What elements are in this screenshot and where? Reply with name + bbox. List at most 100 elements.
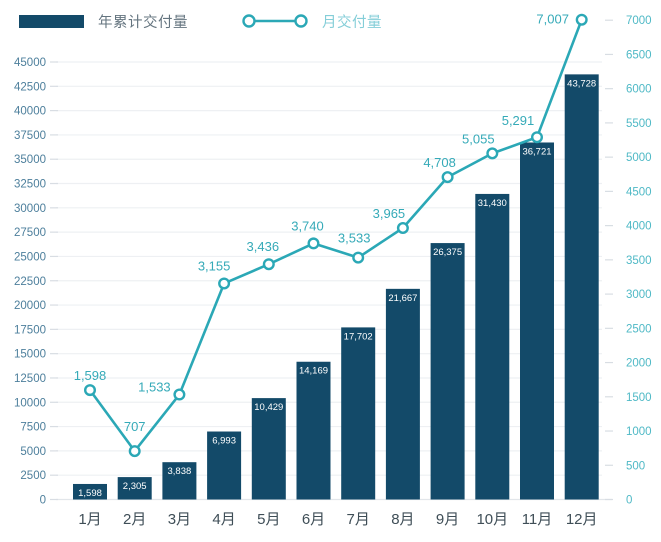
line-value-label: 5,055 [462,131,495,146]
right-axis-tick-label: 5000 [626,152,652,164]
x-axis-label: 5月 [257,511,280,528]
line-value-label: 1,533 [138,380,171,395]
left-axis-tick-label: 17500 [14,324,46,336]
x-axis-label: 7月 [347,511,370,528]
left-axis-tick-label: 7500 [20,422,46,434]
line-value-label: 707 [124,419,146,434]
right-axis-tick-label: 5500 [626,118,652,130]
legend-item-monthly: 月交付量 [240,10,382,32]
left-axis-tick-label: 2500 [20,470,46,482]
bar [520,142,554,500]
line-point [307,237,320,250]
left-axis-tick-label: 30000 [14,203,46,215]
left-axis-tick-label: 10000 [14,397,46,409]
bar-value-label: 10,429 [254,402,283,413]
right-axis-tick-label: 3500 [626,255,652,267]
line-point [352,251,365,264]
line-point [396,222,409,235]
bar [207,431,242,500]
bar-value-label: 2,305 [123,481,147,492]
x-axis-label: 12月 [566,511,598,528]
left-axis-tick-label: 40000 [14,106,46,118]
right-axis-tick-label: 1500 [626,392,652,404]
right-axis-tick-label: 0 [626,495,632,507]
right-axis-tick-label: 7000 [626,15,652,27]
right-axis-tick-label: 6000 [626,84,652,96]
right-axis-tick-label: 4500 [626,186,652,198]
line-point [83,384,96,397]
bar [564,74,599,500]
line-point [173,388,186,401]
x-axis-label: 10月 [476,511,508,528]
right-axis-tick-label: 2500 [626,323,652,335]
bar [162,462,197,500]
bar [117,477,152,500]
right-axis-tick-label: 4000 [626,221,652,233]
x-axis-label: 11月 [522,511,553,528]
left-axis-tick-label: 15000 [14,349,46,361]
right-axis-tick-label: 500 [626,460,645,472]
bar [296,361,331,500]
line-series [88,18,584,453]
bar-value-label: 1,598 [78,488,102,499]
bar-value-label: 36,721 [522,146,551,157]
x-axis-label: 8月 [391,511,414,528]
x-axis-label: 2月 [123,511,146,528]
x-axis-label: 4月 [212,511,235,528]
bar [475,193,510,500]
x-axis-label: 9月 [436,511,459,528]
left-axis-tick-label: 35000 [14,154,46,166]
left-axis-tick-label: 37500 [14,130,46,142]
bar-swatch-icon [19,15,84,28]
bar-value-label: 31,430 [478,198,507,209]
left-axis-tick-label: 22500 [14,276,46,288]
line-value-label: 3,155 [198,258,231,273]
right-axis-tick-label: 6500 [626,49,652,61]
bar-value-label: 6,993 [212,436,236,447]
line-point [486,147,499,160]
left-axis-tick-label: 32500 [14,179,46,191]
line-value-label: 4,708 [423,155,456,170]
x-axis-label: 1月 [78,511,101,528]
right-axis-tick-label: 3000 [626,289,652,301]
bar-value-label: 14,169 [299,366,328,377]
left-axis-tick-label: 25000 [14,251,46,263]
left-axis-tick-label: 27500 [14,227,46,239]
line-value-label: 5,291 [502,113,535,128]
left-axis-tick-label: 12500 [14,373,46,385]
left-axis-tick-label: 20000 [14,300,46,312]
bar-value-label: 43,728 [567,78,596,89]
line-swatch-icon [242,14,308,28]
bar-value-label: 3,838 [168,466,192,477]
line-value-label: 1,598 [74,368,107,383]
bar [251,398,286,500]
line-point [218,277,231,290]
right-axis-tick-label: 1000 [626,426,652,438]
bar [430,243,465,500]
bar [385,288,420,500]
line-value-label: 7,007 [536,12,569,27]
left-axis-tick-label: 0 [40,495,46,507]
bar-value-label: 26,375 [433,247,462,258]
legend-item-cumulative: 年累计交付量 [19,10,188,32]
bar-value-label: 17,702 [344,331,373,342]
legend: 年累计交付量 月交付量 [0,0,661,40]
legend-label-cumulative: 年累计交付量 [98,14,188,31]
right-axis-tick-label: 2000 [626,358,652,370]
left-axis-tick-label: 42500 [14,81,46,93]
line-point [262,258,275,271]
x-axis-label: 6月 [302,511,325,528]
left-axis-tick-label: 45000 [14,57,46,69]
line-value-label: 3,965 [373,206,406,221]
line-value-label: 3,436 [247,239,280,254]
bar [341,327,376,500]
line-value-label: 3,740 [291,218,324,233]
line-point [441,171,454,184]
line-value-label: 3,533 [338,231,371,246]
line-point [531,131,544,144]
bar [73,483,107,500]
legend-label-monthly: 月交付量 [322,14,382,31]
x-axis-label: 3月 [168,511,191,528]
line-point [575,13,588,26]
